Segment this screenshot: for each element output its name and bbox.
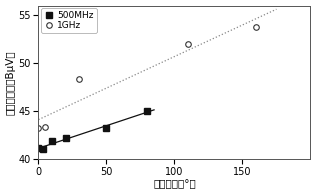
500MHz <box>105 127 108 129</box>
1GHz <box>254 26 258 28</box>
1GHz <box>43 126 47 129</box>
500MHz <box>37 147 40 150</box>
500MHz <box>50 140 54 142</box>
1GHz <box>77 78 81 81</box>
Line: 500MHz: 500MHz <box>36 108 150 152</box>
1GHz <box>37 127 40 129</box>
1GHz <box>186 43 190 45</box>
Y-axis label: 磁界強度［でBμV］: 磁界強度［でBμV］ <box>6 50 15 115</box>
X-axis label: 位相遅れ［°］: 位相遅れ［°］ <box>153 179 196 190</box>
500MHz <box>41 148 45 151</box>
Legend: 500MHz, 1GHz: 500MHz, 1GHz <box>41 8 97 33</box>
Line: 1GHz: 1GHz <box>36 24 259 131</box>
500MHz <box>145 110 149 112</box>
500MHz <box>64 137 68 139</box>
